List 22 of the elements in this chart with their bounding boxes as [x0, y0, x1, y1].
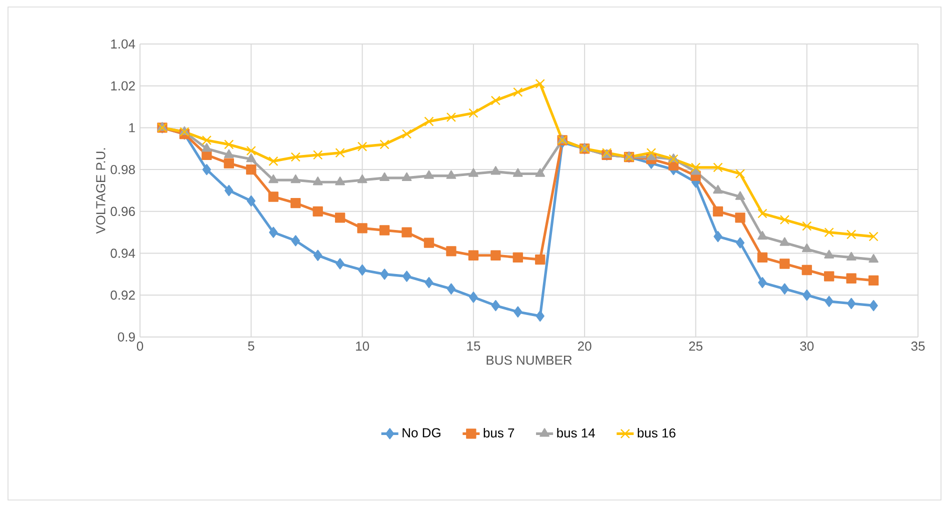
legend-label: bus 14: [557, 428, 595, 438]
x-tick-label: 10: [356, 342, 370, 351]
y-tick-label: 1.02: [111, 81, 135, 90]
x-tick-label: 25: [689, 342, 702, 351]
x-tick-label: 5: [248, 342, 254, 351]
y-tick-label: 1.04: [111, 39, 136, 49]
legend-label: bus 16: [638, 428, 676, 438]
y-tick-label: 0.96: [110, 206, 135, 216]
y-tick-label: 0.94: [110, 248, 136, 258]
legend-label: No DG: [402, 428, 440, 438]
y-tick-label: 0.98: [110, 164, 135, 174]
x-tick-label: 15: [467, 342, 480, 351]
y-tick-label: 1: [129, 123, 135, 132]
x-tick-label: 35: [911, 342, 925, 351]
x-tick-label: 0: [136, 342, 144, 351]
y-tick-label: 0.9: [118, 332, 135, 342]
y-axis-title: VOLTAGE P.U.: [96, 148, 106, 234]
legend-label: bus 7: [484, 428, 514, 438]
x-tick-label: 20: [578, 342, 592, 351]
x-tick-label: 30: [800, 342, 814, 351]
y-tick-label: 0.92: [110, 290, 135, 300]
x-axis-title: BUS NUMBER: [486, 356, 572, 365]
